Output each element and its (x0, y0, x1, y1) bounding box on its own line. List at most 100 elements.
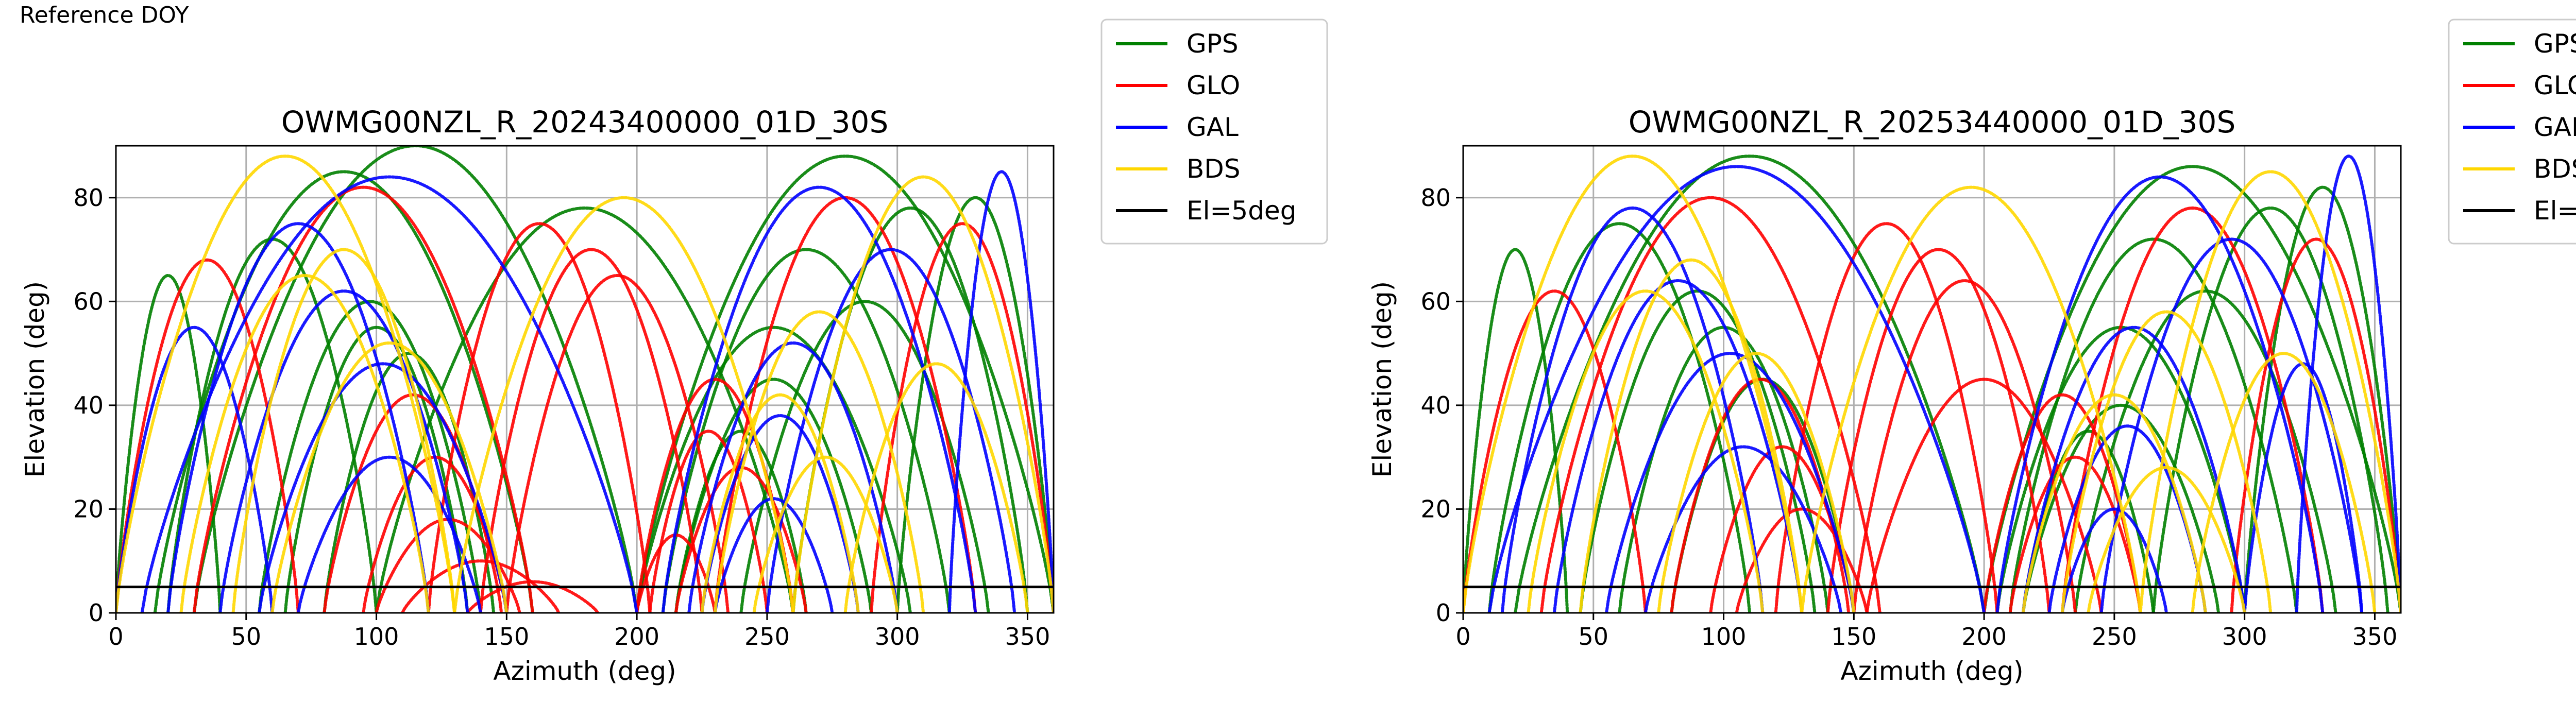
legend-label-gps: GPS (2534, 29, 2576, 59)
legend-label-glo: GLO (2534, 71, 2576, 100)
series-gal-arc-1 (218, 289, 469, 613)
series-bds-arc-9 (791, 175, 1054, 613)
series-glo-arc-10 (648, 430, 769, 613)
legend-label-bds: BDS (2534, 154, 2576, 184)
series-bds-arc-5 (700, 393, 860, 613)
y-tick-label: 40 (1420, 391, 1451, 419)
series-glo-arc-6 (1852, 279, 2077, 613)
chart-title: OWMG00NZL_R_20253440000_01D_30S (1629, 105, 2236, 140)
legend-label-bds: BDS (1187, 154, 1241, 184)
series-bds-arc-8 (1800, 185, 2142, 613)
series-gal-arc-9 (2295, 155, 2401, 613)
series-gal-arc-7 (700, 414, 860, 613)
y-tick-label: 80 (1420, 184, 1451, 212)
x-tick-label: 100 (1701, 623, 1747, 650)
series-gal-arc-9 (765, 248, 1016, 613)
y-axis-label: Elevation (deg) (1367, 281, 1397, 477)
x-tick-label: 50 (1579, 623, 1609, 650)
series-gal-arc-4 (1500, 206, 1765, 613)
series-gal-arc-7 (2060, 507, 2168, 613)
legend-label-gps: GPS (1187, 29, 1239, 59)
series-bds-arc-3 (270, 341, 509, 613)
series-glo-arc-15 (870, 222, 1054, 613)
series-gal-arc-8 (713, 497, 834, 613)
plot-frame (1462, 145, 2402, 614)
series-bds-arc-5 (2021, 393, 2207, 613)
plot-area (1463, 155, 2401, 613)
series-gal-arc-8 (2099, 237, 2364, 613)
series-gps-arc-1 (1487, 222, 1752, 613)
series-glo (116, 185, 1054, 613)
legend-label-el=5deg: El=5deg (1187, 196, 1296, 226)
x-tick-label: 250 (2092, 623, 2137, 650)
series-gps-arc-5 (153, 170, 534, 613)
chart-panel-2: 0 50 100 150 200 250 300 350 0 20 40 60 80 OWMG00NZL_… (1367, 19, 2576, 686)
series-gal-arc-5 (2021, 325, 2246, 613)
y-tick-label: 0 (1436, 599, 1451, 627)
series-bds-arc-7 (116, 155, 456, 613)
figure-title: Reference DOY (20, 2, 189, 28)
y-tick-label: 0 (89, 599, 104, 627)
series-gal-arc-11 (140, 175, 639, 613)
y-tick-label: 60 (1420, 287, 1451, 315)
series-bds-arc-9 (2139, 170, 2401, 613)
x-tick-label: 150 (1831, 623, 1876, 650)
legend-label-el=5deg: El=5deg (2534, 196, 2576, 226)
series-bds-arc-1 (1579, 258, 1804, 613)
series-gal-arc-2 (258, 362, 509, 613)
series-gps-arc-2 (1579, 289, 1817, 613)
x-tick-label: 350 (2352, 623, 2398, 650)
x-tick-label: 300 (2222, 623, 2267, 650)
series-bds-arc-7 (1463, 155, 1804, 613)
y-tick-label: 80 (73, 184, 104, 212)
legend-box (1100, 19, 1328, 245)
series-gps-arc-6 (661, 248, 951, 613)
series-gal-arc-10 (947, 170, 1054, 613)
x-tick-label: 0 (1455, 623, 1470, 650)
series-gal-arc-3 (296, 455, 482, 613)
series-gps-arc-13 (192, 146, 639, 613)
y-tick-label: 40 (73, 391, 104, 419)
series-bds-arc-8 (453, 196, 795, 613)
x-axis-label: Azimuth (deg) (493, 656, 676, 686)
chart-panel-1: 0 50 100 150 200 250 300 350 0 20 40 60 80 OWMG00NZL_… (20, 19, 1328, 686)
series-glo-arc-13 (2230, 237, 2401, 613)
x-tick-label: 300 (875, 623, 920, 650)
series-bds-arc-1 (231, 248, 456, 613)
y-tick-label: 20 (1420, 495, 1451, 523)
chart-title: OWMG00NZL_R_20243400000_01D_30S (281, 105, 889, 140)
series-gal-arc-5 (116, 325, 274, 613)
series-glo-arc-10 (1539, 196, 1882, 613)
series-gal-arc-10 (1487, 165, 1986, 613)
series-gal-arc-1 (1552, 279, 1804, 613)
series-glo-arc-8 (505, 273, 730, 613)
series-glo-arc-11 (2060, 206, 2325, 613)
plot-frame (115, 145, 1055, 614)
x-tick-label: 50 (231, 623, 262, 650)
x-axis-label: Azimuth (deg) (1840, 656, 2023, 686)
y-tick-label: 20 (73, 495, 104, 523)
series-bds-arc-4 (713, 310, 925, 613)
series-glo-arc-5 (1826, 248, 2051, 613)
series-bds-arc-10 (843, 362, 1029, 613)
series-bds (116, 155, 1054, 613)
series-glo-arc-7 (1865, 378, 2103, 613)
series-gps-arc-14 (635, 155, 1054, 613)
series-bds-arc-6 (2087, 466, 2246, 613)
series-glo-arc-12 (192, 185, 534, 613)
legend: GPS GLO GAL BDS El=5deg (1100, 19, 1328, 245)
x-tick-label: 250 (744, 623, 790, 650)
x-tick-label: 150 (484, 623, 529, 650)
series-gps-arc-15 (375, 206, 795, 613)
series-glo-arc-9 (2008, 455, 2142, 613)
series-bds-arc-4 (2060, 310, 2273, 613)
series-gps-arc-5 (1463, 248, 1569, 613)
series-gps-arc-10 (2151, 206, 2389, 613)
series-glo-arc-7 (479, 248, 704, 613)
series-gps-arc-4 (323, 352, 496, 613)
legend-label-gal: GAL (1187, 112, 1239, 142)
y-tick-label: 60 (73, 287, 104, 315)
series-glo-arc-8 (1982, 393, 2142, 613)
plot-area (116, 146, 1054, 613)
y-axis-label: Elevation (deg) (20, 281, 50, 477)
